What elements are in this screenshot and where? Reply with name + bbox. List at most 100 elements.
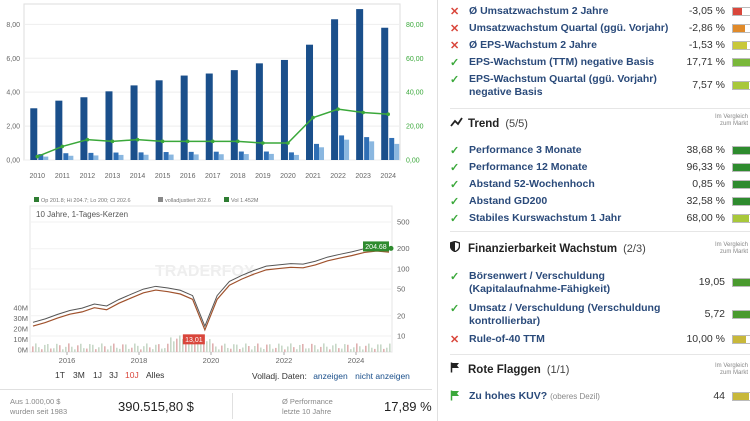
- low-label-bg: [182, 334, 205, 345]
- bar: [243, 154, 249, 160]
- price-line-adjusted: [32, 250, 390, 332]
- volume-bar: [218, 349, 220, 352]
- bar: [68, 155, 74, 160]
- check-icon: ✓: [450, 57, 460, 69]
- line-point: [35, 154, 40, 159]
- legend-item: Vol 1.452M: [231, 198, 259, 204]
- range-button-1j[interactable]: 1J: [93, 370, 102, 380]
- criterion-label: Umsatz / Verschuldung (Verschuldung kontr…: [469, 302, 661, 327]
- bar: [238, 151, 244, 160]
- divider: [232, 393, 233, 419]
- criterion-label: Umsatzwachstum Quartal (ggü. Vorjahr): [469, 22, 669, 34]
- volume-bar: [209, 339, 211, 352]
- cross-icon: ✕: [450, 6, 460, 18]
- rating-bar: [732, 24, 750, 33]
- volume-bar: [74, 349, 76, 352]
- range-button-alles[interactable]: Alles: [146, 370, 165, 380]
- rating-bar: [732, 146, 750, 155]
- line-point: [85, 137, 90, 142]
- volladj-off-button[interactable]: nicht anzeigen: [355, 371, 410, 381]
- cross-icon: ✕: [450, 23, 460, 35]
- volume-bar: [212, 343, 214, 352]
- volume-bar: [170, 337, 172, 352]
- criterion-label: Abstand 52-Wochenhoch: [469, 178, 595, 190]
- range-button-3m[interactable]: 3M: [73, 370, 85, 380]
- volume-bar: [188, 337, 190, 352]
- volume-bar: [251, 349, 253, 352]
- volume-bar: [293, 347, 295, 352]
- bar: [55, 100, 63, 160]
- divider: [0, 389, 432, 390]
- volume-bar: [353, 347, 355, 352]
- criterion-value: 96,33 %: [686, 161, 725, 173]
- bar: [255, 63, 263, 160]
- volume-bar: [254, 345, 256, 352]
- volume-bar: [128, 348, 130, 352]
- volume-bar: [362, 349, 364, 352]
- volume-bar: [176, 338, 178, 352]
- volladj-on-button[interactable]: anzeigen: [313, 371, 348, 381]
- bar: [389, 137, 395, 160]
- criterion-value: 19,05: [698, 276, 725, 288]
- volume-bar: [260, 347, 262, 352]
- volume-bar: [215, 346, 217, 352]
- volume-bar: [356, 343, 358, 352]
- check-icon: ✓: [450, 179, 460, 191]
- volume-bar: [185, 341, 187, 352]
- volume-bar: [95, 349, 97, 352]
- y-right-tick: 60,00: [406, 56, 424, 63]
- volume-bar: [89, 344, 91, 352]
- fundamentals-bar-chart: 0,00 2,00 4,00 6,00 8,00 0,00 20,00 40,00 60,00 8…: [6, 3, 424, 180]
- trend-icon: [450, 117, 464, 130]
- compare-label: Im Vergleich zum Markt: [714, 363, 748, 376]
- line-point: [210, 139, 215, 144]
- volume-bar: [332, 345, 334, 352]
- volume-bar: [59, 345, 61, 352]
- volume-bar: [380, 344, 382, 352]
- volume-bar: [248, 346, 250, 352]
- trend-section-title: Trend (5/5): [450, 117, 528, 130]
- volume-bar: [104, 346, 106, 352]
- line-point: [185, 139, 190, 144]
- bar: [314, 143, 320, 160]
- volume-bar: [329, 349, 331, 352]
- bar: [369, 141, 375, 160]
- y-right-tick: 80,00: [406, 22, 424, 29]
- volume-bar: [107, 349, 109, 352]
- bar: [138, 152, 144, 160]
- volume-bar: [56, 343, 58, 352]
- volume-bar: [44, 344, 46, 352]
- legend-item: Op 201.8; Hi 204.7; Lo 200; Cl 202.6: [41, 198, 131, 204]
- volume-bar: [116, 347, 118, 352]
- y-right-tick: 20,00: [406, 124, 424, 131]
- bar: [188, 151, 194, 160]
- y-left-tick: 6,00: [6, 56, 20, 63]
- price-chart[interactable]: Op 201.8; Hi 204.7; Lo 200; Cl 202.6 voll…: [0, 192, 432, 384]
- volume-bar: [350, 349, 352, 352]
- y-left-tick: 2,00: [6, 124, 20, 131]
- bar: [293, 154, 299, 160]
- range-button-1t[interactable]: 1T: [55, 370, 65, 380]
- range-button-10j[interactable]: 10J: [125, 370, 139, 380]
- x-tick: 2016: [180, 173, 196, 180]
- x-tick: 2011: [55, 173, 70, 180]
- rating-bar: [732, 41, 750, 50]
- range-button-3j[interactable]: 3J: [109, 370, 118, 380]
- volume-bar: [368, 343, 370, 352]
- bar: [105, 91, 113, 160]
- volume-bar: [86, 348, 88, 352]
- volume-bar: [242, 347, 244, 352]
- volume-bar: [155, 344, 157, 352]
- last-label-bg: [363, 241, 389, 252]
- legend-swatch: [224, 197, 229, 202]
- rating-bar: [732, 278, 750, 287]
- volume-bar: [338, 348, 340, 352]
- volume-bar: [386, 347, 388, 352]
- volume-bar: [266, 344, 268, 352]
- bar: [43, 156, 49, 160]
- volume-bar: [92, 344, 94, 352]
- legend-swatch: [34, 197, 39, 202]
- x-tick: 2019: [255, 173, 271, 180]
- volume-bar: [290, 343, 292, 352]
- criterion-value: 10,00 %: [686, 333, 725, 345]
